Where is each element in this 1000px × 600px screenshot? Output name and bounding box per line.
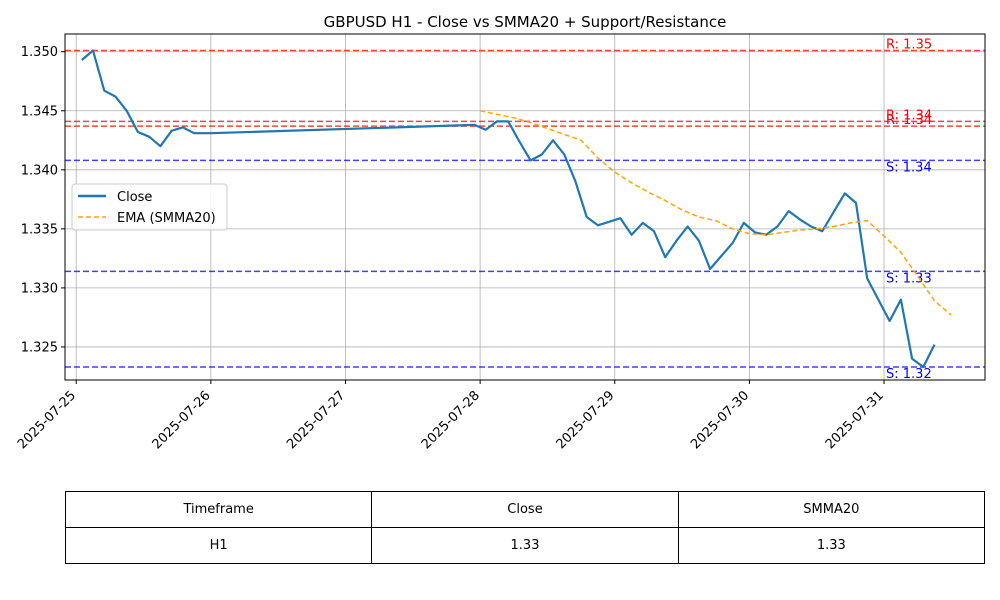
x-axis: 2025-07-25 2025-07-26 2025-07-27 2025-07-28…: [15, 380, 887, 452]
x-tick-label: 2025-07-25: [15, 388, 79, 452]
table-header-cell: SMMA20: [677, 491, 986, 528]
x-tick-label: 2025-07-31: [823, 388, 887, 452]
legend-box: [71, 183, 228, 231]
series-lines: [81, 49, 952, 369]
y-tick-label: 1.325: [21, 340, 58, 355]
table-cell: H1: [64, 527, 373, 564]
grid: [65, 34, 985, 380]
y-tick-label: 1.330: [21, 281, 58, 296]
y-tick-label: 1.350: [21, 45, 58, 60]
resistance-label: R: 1.35: [886, 38, 932, 53]
table-header-cell: Timeframe: [64, 491, 373, 528]
support-label: S: 1.33: [886, 271, 932, 286]
legend: Close EMA (SMMA20): [71, 183, 228, 231]
summary-table: Timeframe Close SMMA20 H1 1.33 1.33: [64, 491, 986, 564]
x-tick-label: 2025-07-30: [688, 388, 752, 452]
series-line-close: [81, 49, 936, 369]
table-row: H1 1.33 1.33: [64, 527, 986, 564]
chart-title: GBPUSD H1 - Close vs SMMA20 + Support/Re…: [324, 13, 727, 31]
support-label: S: 1.34: [886, 160, 932, 175]
table-header-cell: Close: [371, 491, 679, 528]
resistance-label: R: 1.34: [886, 113, 932, 128]
x-tick-label: 2025-07-29: [554, 388, 618, 452]
x-tick-label: 2025-07-27: [284, 388, 348, 452]
resistance-label: R: 1.34: [886, 108, 932, 123]
support-label: S: 1.32: [886, 367, 932, 382]
support-resistance-lines: R: 1.35 R: 1.34R: 1.34 S: 1.34 S: 1.33 S: 1.…: [65, 38, 985, 382]
legend-close-label: Close: [117, 190, 152, 205]
x-tick-label: 2025-07-26: [150, 388, 214, 452]
x-tick-label: 2025-07-28: [419, 388, 483, 452]
table-cell: 1.33: [677, 527, 986, 564]
legend-ema-label: EMA (SMMA20): [117, 211, 216, 226]
table-cell: 1.33: [371, 527, 679, 564]
y-axis: 1.325 1.330 1.335 1.340 1.345 1.350: [21, 45, 65, 355]
chart: GBPUSD H1 - Close vs SMMA20 + Support/Re…: [15, 13, 986, 452]
y-tick-label: 1.345: [21, 104, 58, 119]
y-tick-label: 1.340: [21, 163, 58, 178]
series-line-ema: [479, 110, 952, 316]
table-header-row: Timeframe Close SMMA20: [64, 491, 986, 528]
plot-frame: [64, 33, 986, 381]
y-tick-label: 1.335: [21, 222, 58, 237]
